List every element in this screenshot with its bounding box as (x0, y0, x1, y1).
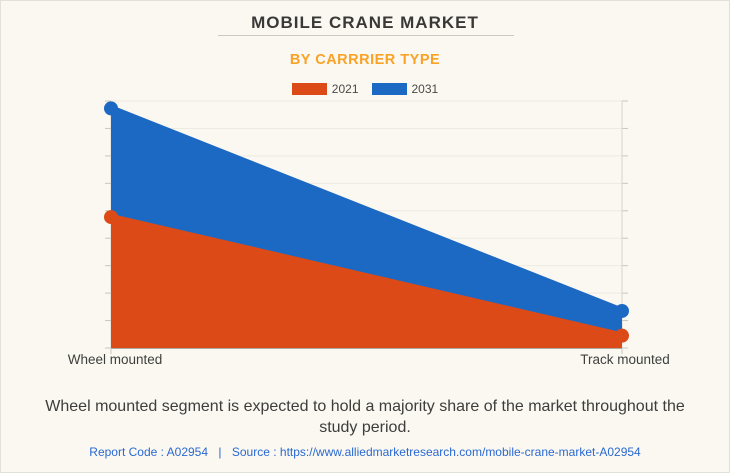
chart-caption: Wheel mounted segment is expected to hol… (45, 398, 685, 436)
report-code: Report Code : A02954 (89, 445, 209, 459)
x-axis-label-wheel-mounted: Wheel mounted (67, 352, 163, 367)
legend-swatch-2021 (291, 83, 327, 95)
legend-item-2031: 2031 (371, 82, 439, 96)
legend-label-2021: 2021 (331, 82, 359, 96)
chart-title: MOBILE CRANE MARKET (251, 13, 479, 32)
series-line-2021 (107, 213, 626, 339)
legend-label-2031: 2031 (411, 82, 439, 96)
x-axis-label-track-mounted: Track mounted (580, 352, 670, 367)
chart-subtitle: BY CARRRIER TYPE (289, 52, 441, 68)
plot-area (104, 100, 629, 354)
point-2021-track-mounted[interactable] (615, 328, 629, 343)
point-2031-track-mounted[interactable] (615, 303, 629, 318)
source-url-link[interactable]: https://www.alliedmarketresearch.com/mob… (279, 445, 641, 459)
series-line-2031 (107, 105, 626, 315)
source-label: Source : (231, 445, 277, 459)
point-2021-wheel-mounted[interactable] (104, 210, 118, 225)
source-line: Report Code : A02954 | Source : https://… (1, 445, 729, 459)
separator: | (218, 445, 222, 459)
title-divider (218, 35, 514, 36)
point-2031-wheel-mounted[interactable] (104, 101, 118, 116)
chart-legend: 2021 2031 (1, 82, 729, 96)
legend-swatch-2031 (371, 83, 407, 95)
legend-item-2021: 2021 (291, 82, 359, 96)
